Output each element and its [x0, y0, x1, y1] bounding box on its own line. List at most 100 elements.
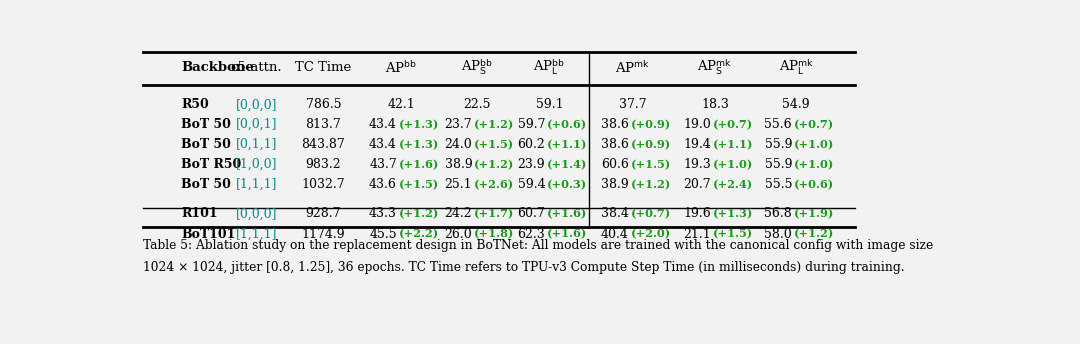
Text: [0,1,1]: [0,1,1] [235, 138, 278, 151]
Text: (+1.0): (+1.0) [794, 159, 834, 170]
Text: BoT 50: BoT 50 [181, 118, 231, 131]
Text: (+1.3): (+1.3) [399, 139, 440, 150]
Text: BoT 50: BoT 50 [181, 138, 231, 151]
Text: (+1.2): (+1.2) [794, 229, 834, 240]
Text: [1,1,1]: [1,1,1] [235, 178, 278, 191]
Text: 24.2: 24.2 [445, 207, 472, 221]
Text: 21.1: 21.1 [684, 228, 711, 240]
Text: (+1.5): (+1.5) [713, 229, 753, 240]
Text: 62.3: 62.3 [517, 228, 545, 240]
Text: (+0.9): (+0.9) [631, 119, 671, 130]
Text: AP$^{\rm bb}_{\rm L}$: AP$^{\rm bb}_{\rm L}$ [534, 58, 565, 77]
Text: Backbone: Backbone [181, 61, 254, 74]
Text: 59.4: 59.4 [517, 178, 545, 191]
Text: 60.7: 60.7 [517, 207, 545, 221]
Text: (+0.7): (+0.7) [713, 119, 753, 130]
Text: 59.7: 59.7 [517, 118, 545, 131]
Text: [0,0,1]: [0,0,1] [235, 118, 278, 131]
Text: AP$^{\rm mk}_{\rm S}$: AP$^{\rm mk}_{\rm S}$ [698, 58, 732, 77]
Text: 60.2: 60.2 [517, 138, 545, 151]
Text: (+1.5): (+1.5) [474, 139, 514, 150]
Text: 983.2: 983.2 [306, 158, 341, 171]
Text: (+2.4): (+2.4) [713, 179, 753, 190]
Text: (+1.4): (+1.4) [546, 159, 588, 170]
Text: (+1.3): (+1.3) [399, 119, 440, 130]
Text: 38.4: 38.4 [600, 207, 629, 221]
Text: (+1.2): (+1.2) [631, 179, 671, 190]
Text: 19.3: 19.3 [684, 158, 711, 171]
Text: 20.7: 20.7 [684, 178, 711, 191]
Text: (+1.6): (+1.6) [546, 229, 588, 240]
Text: (+1.1): (+1.1) [713, 139, 753, 150]
Text: TC Time: TC Time [295, 61, 351, 74]
Text: 26.0: 26.0 [445, 228, 472, 240]
Text: (+1.7): (+1.7) [474, 208, 514, 219]
Text: 843.87: 843.87 [301, 138, 346, 151]
Text: (+1.1): (+1.1) [546, 139, 588, 150]
Text: c5-attn.: c5-attn. [230, 61, 282, 74]
Text: (+2.6): (+2.6) [474, 179, 514, 190]
Text: 54.9: 54.9 [782, 98, 810, 111]
Text: 42.1: 42.1 [388, 98, 415, 111]
Text: 928.7: 928.7 [306, 207, 341, 221]
Text: 38.6: 38.6 [600, 138, 629, 151]
Text: (+1.5): (+1.5) [631, 159, 671, 170]
Text: (+0.9): (+0.9) [631, 139, 671, 150]
Text: (+1.6): (+1.6) [546, 208, 588, 219]
Text: (+1.2): (+1.2) [474, 119, 514, 130]
Text: 23.9: 23.9 [517, 158, 545, 171]
Text: 19.0: 19.0 [684, 118, 711, 131]
Text: [1,1,1]: [1,1,1] [235, 228, 278, 240]
Text: 1024 × 1024, jitter [0.8, 1.25], 36 epochs. TC Time refers to TPU-v3 Compute Ste: 1024 × 1024, jitter [0.8, 1.25], 36 epoc… [144, 261, 905, 274]
Text: 24.0: 24.0 [445, 138, 472, 151]
Text: AP$^{\rm mk}_{\rm L}$: AP$^{\rm mk}_{\rm L}$ [779, 58, 814, 77]
Text: 786.5: 786.5 [306, 98, 341, 111]
Text: (+0.3): (+0.3) [546, 179, 588, 190]
Text: 38.9: 38.9 [602, 178, 629, 191]
Text: (+1.2): (+1.2) [474, 159, 514, 170]
Text: (+1.0): (+1.0) [713, 159, 753, 170]
Text: (+1.5): (+1.5) [399, 179, 438, 190]
Text: 55.5: 55.5 [765, 178, 792, 191]
Text: AP$^{\rm bb}_{\rm S}$: AP$^{\rm bb}_{\rm S}$ [460, 58, 492, 77]
Text: (+0.7): (+0.7) [631, 208, 671, 219]
Text: R101: R101 [181, 207, 218, 221]
Text: (+0.6): (+0.6) [794, 179, 834, 190]
Text: 25.1: 25.1 [445, 178, 472, 191]
Text: 1032.7: 1032.7 [301, 178, 346, 191]
Text: R50: R50 [181, 98, 208, 111]
Text: 813.7: 813.7 [306, 118, 341, 131]
Text: [1,0,0]: [1,0,0] [235, 158, 278, 171]
Text: (+1.3): (+1.3) [713, 208, 753, 219]
Text: (+2.0): (+2.0) [631, 229, 671, 240]
Text: 37.7: 37.7 [619, 98, 647, 111]
Text: 43.4: 43.4 [369, 118, 397, 131]
Text: AP$^{\rm bb}$: AP$^{\rm bb}$ [386, 60, 417, 76]
Text: 19.6: 19.6 [684, 207, 711, 221]
Text: 38.9: 38.9 [445, 158, 472, 171]
Text: 56.8: 56.8 [765, 207, 792, 221]
Text: AP$^{\rm mk}$: AP$^{\rm mk}$ [616, 60, 650, 76]
Text: BoT101: BoT101 [181, 228, 235, 240]
Text: (+2.2): (+2.2) [399, 229, 438, 240]
Text: 43.7: 43.7 [369, 158, 397, 171]
Text: (+0.7): (+0.7) [794, 119, 834, 130]
Text: 22.5: 22.5 [462, 98, 490, 111]
Text: (+1.0): (+1.0) [794, 139, 834, 150]
Text: 43.4: 43.4 [369, 138, 397, 151]
Text: 18.3: 18.3 [701, 98, 729, 111]
Text: 23.7: 23.7 [445, 118, 472, 131]
Text: (+0.6): (+0.6) [546, 119, 588, 130]
Text: (+1.9): (+1.9) [794, 208, 834, 219]
Text: 45.5: 45.5 [369, 228, 397, 240]
Text: 59.1: 59.1 [536, 98, 563, 111]
Text: 43.6: 43.6 [369, 178, 397, 191]
Text: [0,0,0]: [0,0,0] [235, 207, 278, 221]
Text: (+1.6): (+1.6) [399, 159, 440, 170]
Text: 40.4: 40.4 [600, 228, 629, 240]
Text: 55.9: 55.9 [765, 138, 792, 151]
Text: 55.6: 55.6 [765, 118, 792, 131]
Text: (+1.8): (+1.8) [474, 229, 514, 240]
Text: BoT R50: BoT R50 [181, 158, 241, 171]
Text: 1174.9: 1174.9 [301, 228, 346, 240]
